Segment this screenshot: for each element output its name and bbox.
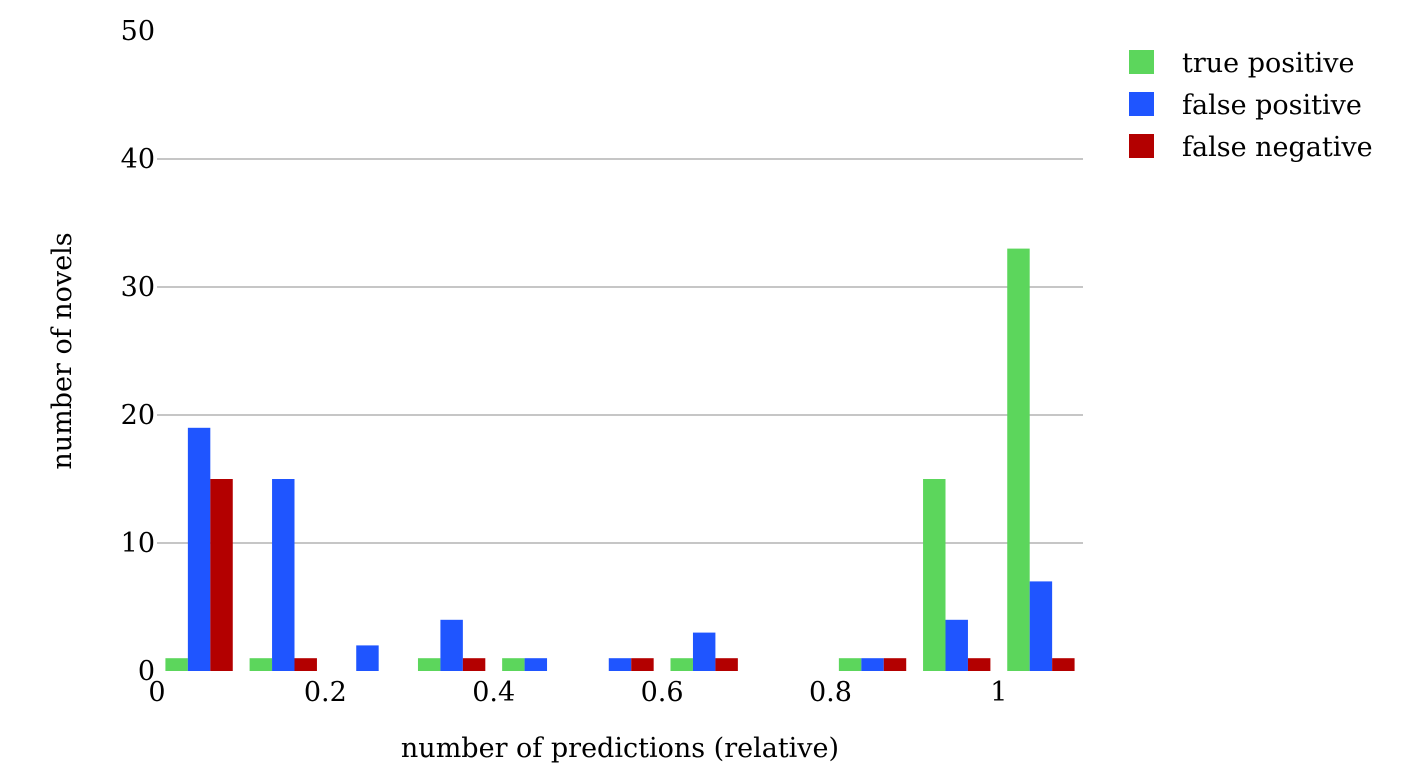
bar-true-positive [670,658,693,671]
x-tick-label: 0.8 [809,677,852,708]
y-axis-ticks: 0 10 20 30 40 50 [121,16,155,687]
legend-swatch [1129,50,1154,74]
bar-false-negative [294,658,317,671]
x-axis-ticks: 0 0.2 0.4 0.6 0.8 1 [148,677,1007,708]
x-tick-label: 0.4 [472,677,515,708]
legend: true positive false positive false negativ… [1129,48,1373,163]
bar-true-positive [923,479,946,671]
bar-false-positive [356,645,379,671]
bar-false-negative [715,658,738,671]
bar-false-positive [187,427,211,671]
bar-false-positive [692,632,716,671]
bar-false-positive [608,658,632,671]
legend-swatch [1129,134,1154,158]
bar-true-positive [249,658,273,671]
x-axis-title: number of predictions (relative) [401,733,839,764]
bar-true-positive [502,658,525,671]
x-tick-label: 0.6 [641,677,684,708]
bar-false-negative [210,479,233,671]
bar-false-positive [272,479,295,671]
y-tick-label: 20 [121,400,155,431]
bar-false-positive [861,658,884,671]
y-tick-label: 50 [121,16,155,47]
bar-false-negative [1052,658,1075,671]
legend-label: false negative [1182,132,1373,163]
bar-false-negative [883,658,907,671]
x-tick-label: 0 [148,677,165,708]
legend-label: true positive [1182,48,1354,79]
x-tick-label: 1 [990,677,1007,708]
x-tick-label: 0.2 [304,677,347,708]
bar-false-positive [945,619,968,671]
bar-false-negative [631,658,654,671]
y-tick-label: 30 [121,272,155,303]
y-tick-label: 10 [121,528,155,559]
bar-false-negative [462,658,486,671]
bar-true-positive [1007,248,1030,671]
bars [165,248,1075,671]
y-tick-label: 0 [138,656,155,687]
bar-false-positive [1029,581,1053,671]
y-tick-label: 40 [121,144,155,175]
bar-false-negative [967,658,991,671]
bar-true-positive [417,658,441,671]
bar-true-positive [165,658,188,671]
y-axis-title: number of novels [47,232,78,469]
legend-swatch [1129,92,1154,116]
bar-true-positive [838,658,862,671]
legend-label: false positive [1182,90,1362,121]
bar-false-positive [524,658,548,671]
bar-false-positive [440,619,463,671]
